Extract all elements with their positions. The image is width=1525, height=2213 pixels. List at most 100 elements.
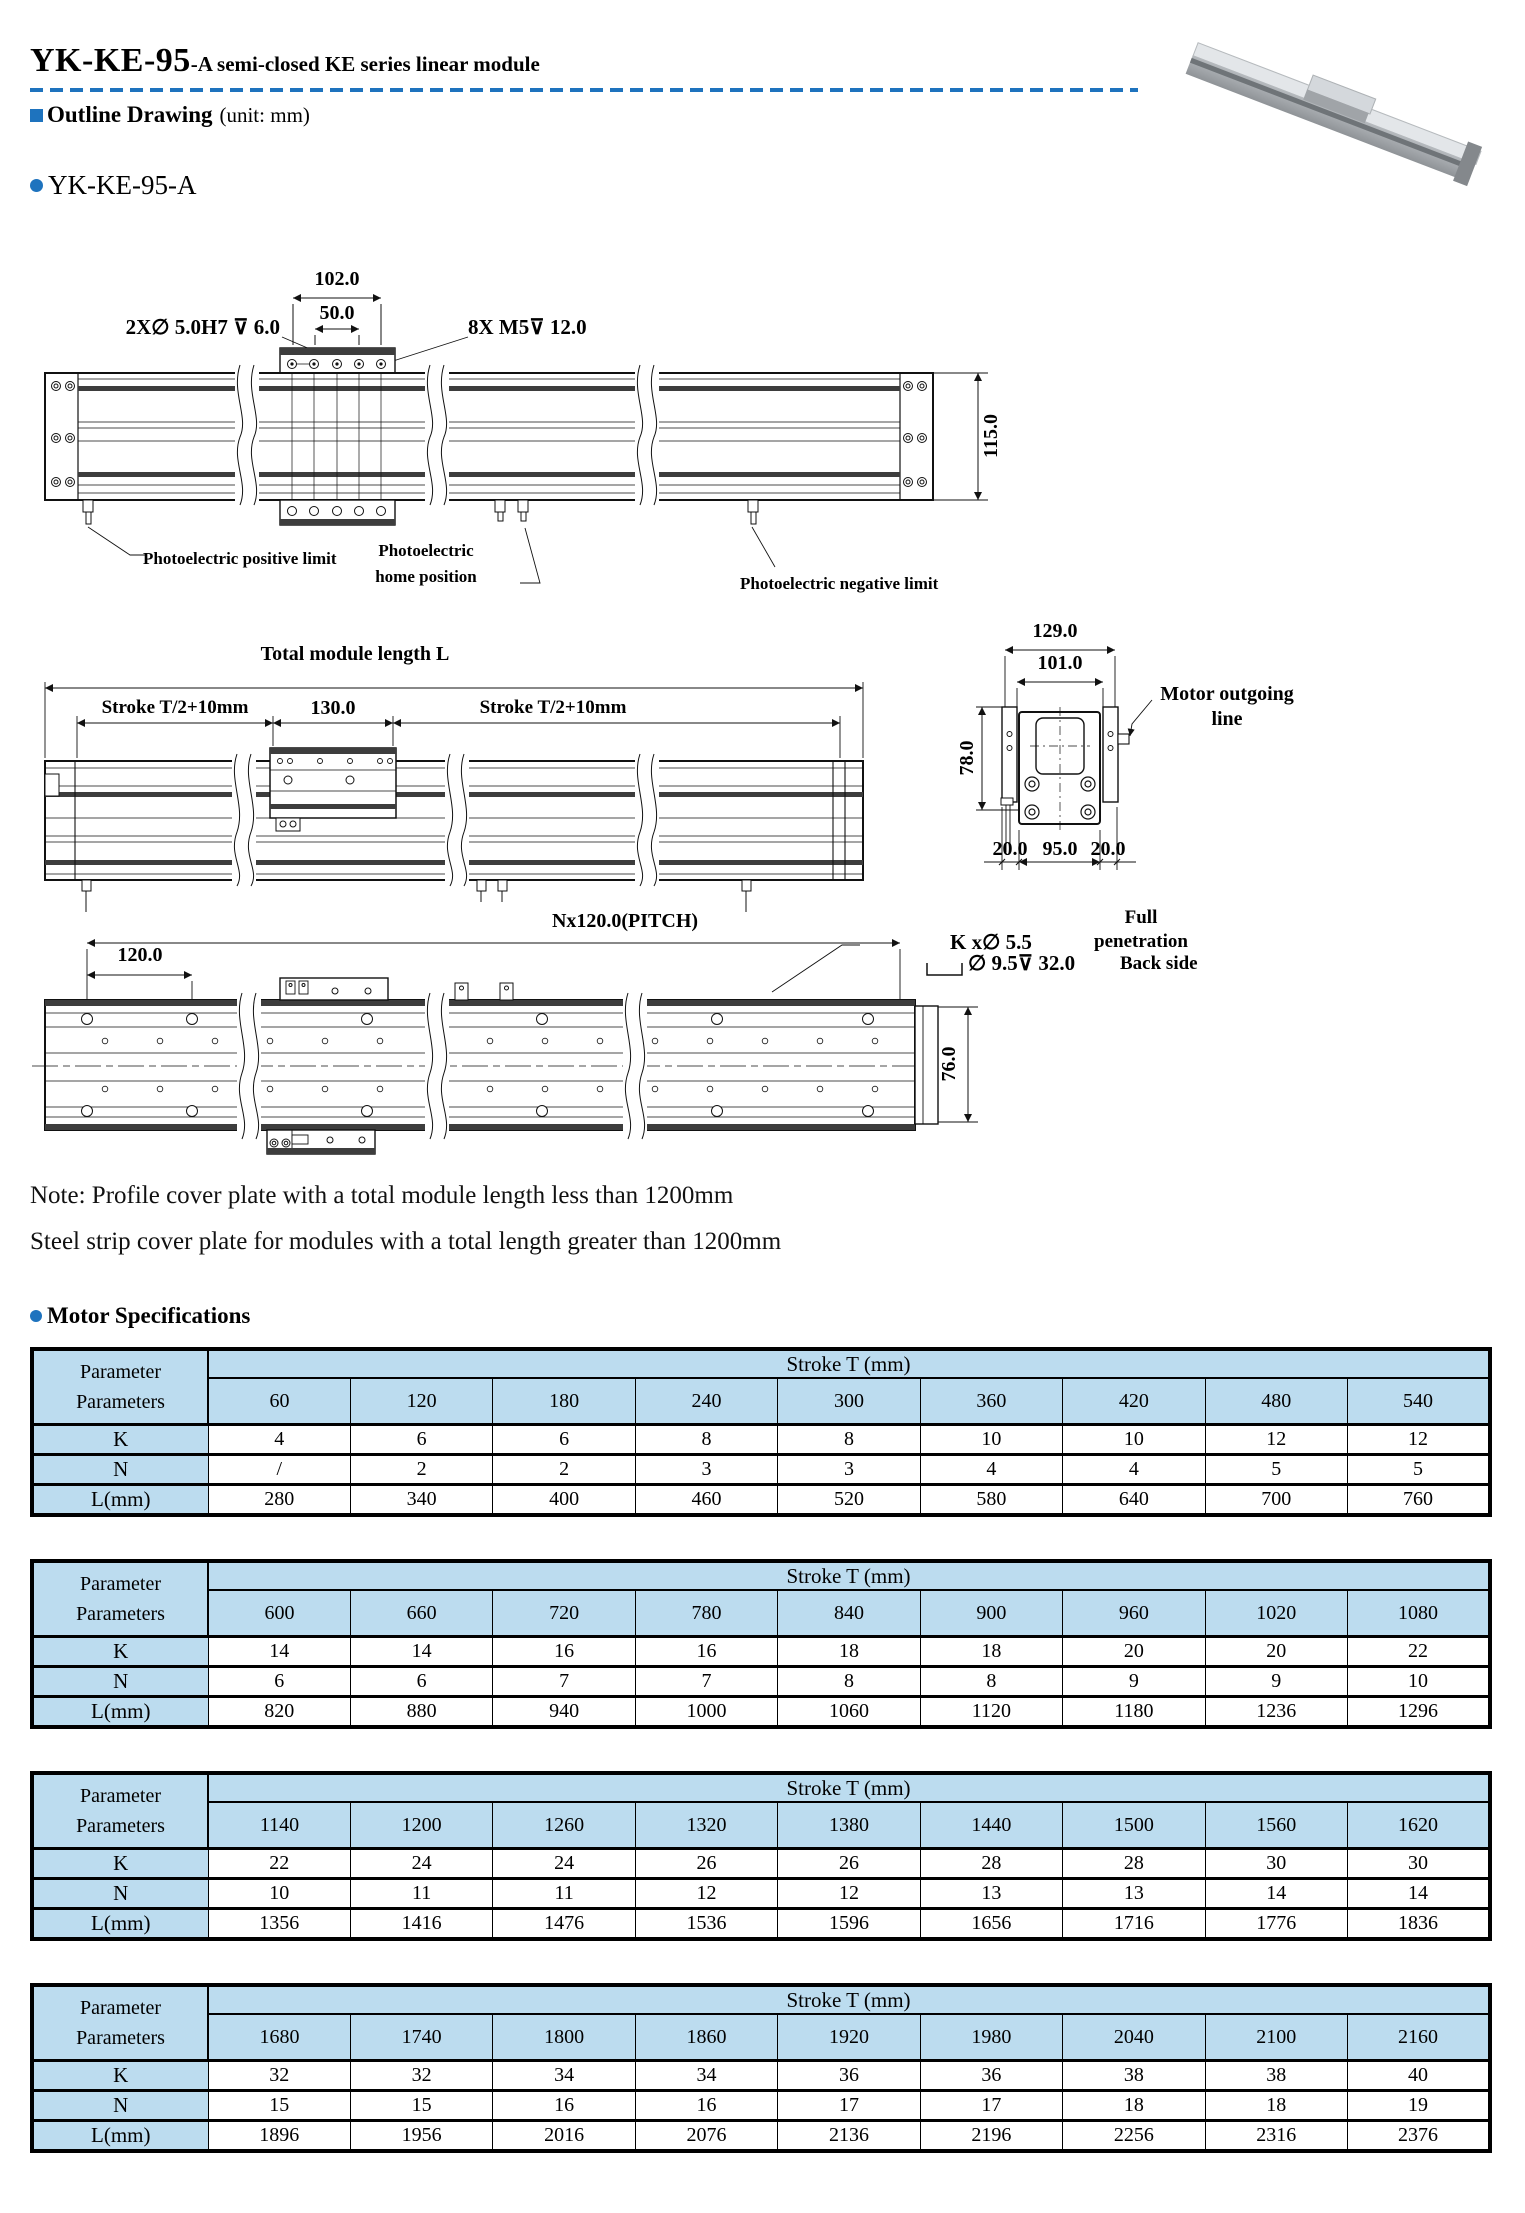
- stroke-value-cell: 1440: [919, 1801, 1064, 1850]
- spec-value-cell: 1896: [207, 2119, 351, 2153]
- section-view-drawing: [976, 646, 1153, 870]
- model-text: YK-KE-95-A: [48, 170, 197, 200]
- spec-value-cell: 1476: [492, 1907, 636, 1941]
- outline-heading-unit: (unit: mm): [219, 102, 310, 127]
- spec-value-cell: 4: [919, 1453, 1064, 1486]
- outline-heading-text: Outline Drawing: [47, 102, 213, 127]
- spec-value-cell: 22: [1347, 1635, 1491, 1668]
- row-label-cell: N: [31, 1877, 209, 1910]
- spec-value-cell: 24: [349, 1847, 494, 1880]
- dim-95: 95.0: [1042, 838, 1078, 860]
- param-header-cell: Parameter Parameters: [31, 1347, 209, 1426]
- row-label-cell: L(mm): [31, 1695, 209, 1729]
- spec-value-cell: 14: [1347, 1877, 1491, 1910]
- spec-value-cell: 1356: [207, 1907, 351, 1941]
- spec-value-cell: 640: [1062, 1483, 1206, 1517]
- spec-value-cell: 2: [349, 1453, 494, 1486]
- spec-value-cell: 5: [1347, 1453, 1491, 1486]
- circle-bullet-icon: [30, 1310, 42, 1322]
- spec-value-cell: 580: [919, 1483, 1064, 1517]
- spec-value-cell: 4: [1062, 1453, 1206, 1486]
- spec-value-cell: 1236: [1204, 1695, 1349, 1729]
- stroke-value-cell: 1860: [634, 2013, 779, 2062]
- stroke-value-cell: 960: [1062, 1589, 1206, 1638]
- stroke-value-cell: 840: [777, 1589, 921, 1638]
- bottom-view-drawing: [32, 939, 978, 1155]
- stroke-value-cell: 1560: [1204, 1801, 1349, 1850]
- stroke-value-cell: 660: [349, 1589, 494, 1638]
- spec-value-cell: 18: [777, 1635, 921, 1668]
- page-title: YK-KE-95 -A semi-closed KE series linear…: [30, 42, 540, 80]
- stroke-header-cell: Stroke T (mm): [207, 1347, 1491, 1379]
- callout-counterbore: ∅ 9.5⊽ 32.0: [968, 951, 1076, 975]
- stroke-value-cell: 1260: [492, 1801, 636, 1850]
- row-label-cell: K: [31, 1423, 209, 1456]
- motor-spec-table-1: Parameter Parameters Stroke T (mm) 60 120 18…: [30, 1347, 1492, 1517]
- spec-value-cell: 10: [1347, 1665, 1491, 1698]
- callout-dowel-holes: 2X∅ 5.0H7 ⊽ 6.0: [125, 315, 280, 339]
- spec-value-cell: 2316: [1204, 2119, 1349, 2153]
- stroke-value-cell: 900: [919, 1589, 1064, 1638]
- spec-value-cell: 1416: [349, 1907, 494, 1941]
- spec-value-cell: 22: [207, 1847, 351, 1880]
- stroke-value-cell: 1200: [349, 1801, 494, 1850]
- spec-value-cell: 34: [492, 2059, 636, 2092]
- spec-value-cell: 940: [492, 1695, 636, 1729]
- callout-back-side: Back side: [1120, 953, 1198, 974]
- spec-value-cell: 12: [634, 1877, 779, 1910]
- spec-value-cell: 6: [207, 1665, 351, 1698]
- spec-value-cell: 38: [1062, 2059, 1206, 2092]
- row-label-cell: L(mm): [31, 1907, 209, 1941]
- label-motor-outgoing-line: Motor outgoing line: [1160, 683, 1294, 730]
- stroke-value-cell: 1080: [1347, 1589, 1491, 1638]
- spec-value-cell: 14: [1204, 1877, 1349, 1910]
- row-label-cell: L(mm): [31, 1483, 209, 1517]
- spec-value-cell: 10: [1062, 1423, 1206, 1456]
- spec-value-cell: 16: [492, 2089, 636, 2122]
- stroke-value-cell: 1500: [1062, 1801, 1206, 1850]
- stroke-header-cell: Stroke T (mm): [207, 1559, 1491, 1591]
- spec-value-cell: 11: [349, 1877, 494, 1910]
- circle-bullet-icon: [30, 179, 43, 192]
- page-title-desc: -A semi-closed KE series linear module: [190, 52, 540, 76]
- spec-value-cell: 18: [1204, 2089, 1349, 2122]
- stroke-value-cell: 540: [1347, 1377, 1491, 1426]
- stroke-value-cell: 1740: [349, 2013, 494, 2062]
- spec-value-cell: 8: [777, 1423, 921, 1456]
- spec-value-cell: 2: [492, 1453, 636, 1486]
- spec-value-cell: 12: [1204, 1423, 1349, 1456]
- spec-value-cell: 38: [1204, 2059, 1349, 2092]
- callout-tapped-holes: 8X M5⊽ 12.0: [468, 315, 587, 339]
- dim-130: 130.0: [310, 697, 356, 719]
- spec-value-cell: 16: [492, 1635, 636, 1668]
- spec-value-cell: 15: [207, 2089, 351, 2122]
- stroke-value-cell: 780: [634, 1589, 779, 1638]
- spec-value-cell: 12: [1347, 1423, 1491, 1456]
- label-positive-limit: Photoelectric positive limit: [143, 549, 337, 568]
- spec-value-cell: 10: [919, 1423, 1064, 1456]
- spec-value-cell: 40: [1347, 2059, 1491, 2092]
- dim-76: 76.0: [938, 1046, 960, 1082]
- callout-full-penetration: Full penetration: [1094, 907, 1188, 952]
- spec-value-cell: 1656: [919, 1907, 1064, 1941]
- spec-value-cell: 2076: [634, 2119, 779, 2153]
- dim-129: 129.0: [1032, 620, 1078, 642]
- motor-spec-table-2: Parameter Parameters Stroke T (mm) 600 660 7…: [30, 1559, 1492, 1729]
- outline-drawing-heading: Outline Drawing (unit: mm): [30, 102, 310, 128]
- stroke-value-cell: 1020: [1204, 1589, 1349, 1638]
- stroke-value-cell: 2100: [1204, 2013, 1349, 2062]
- stroke-value-cell: 180: [492, 1377, 636, 1426]
- spec-value-cell: 17: [777, 2089, 921, 2122]
- dim-102: 102.0: [314, 268, 360, 290]
- spec-value-cell: 13: [1062, 1877, 1206, 1910]
- stroke-value-cell: 1920: [777, 2013, 921, 2062]
- dim-120: 120.0: [117, 944, 163, 966]
- spec-value-cell: 1716: [1062, 1907, 1206, 1941]
- stroke-value-cell: 300: [777, 1377, 921, 1426]
- spec-value-cell: 10: [207, 1877, 351, 1910]
- spec-value-cell: 520: [777, 1483, 921, 1517]
- stroke-value-cell: 480: [1204, 1377, 1349, 1426]
- spec-value-cell: 18: [919, 1635, 1064, 1668]
- spec-value-cell: /: [207, 1453, 351, 1486]
